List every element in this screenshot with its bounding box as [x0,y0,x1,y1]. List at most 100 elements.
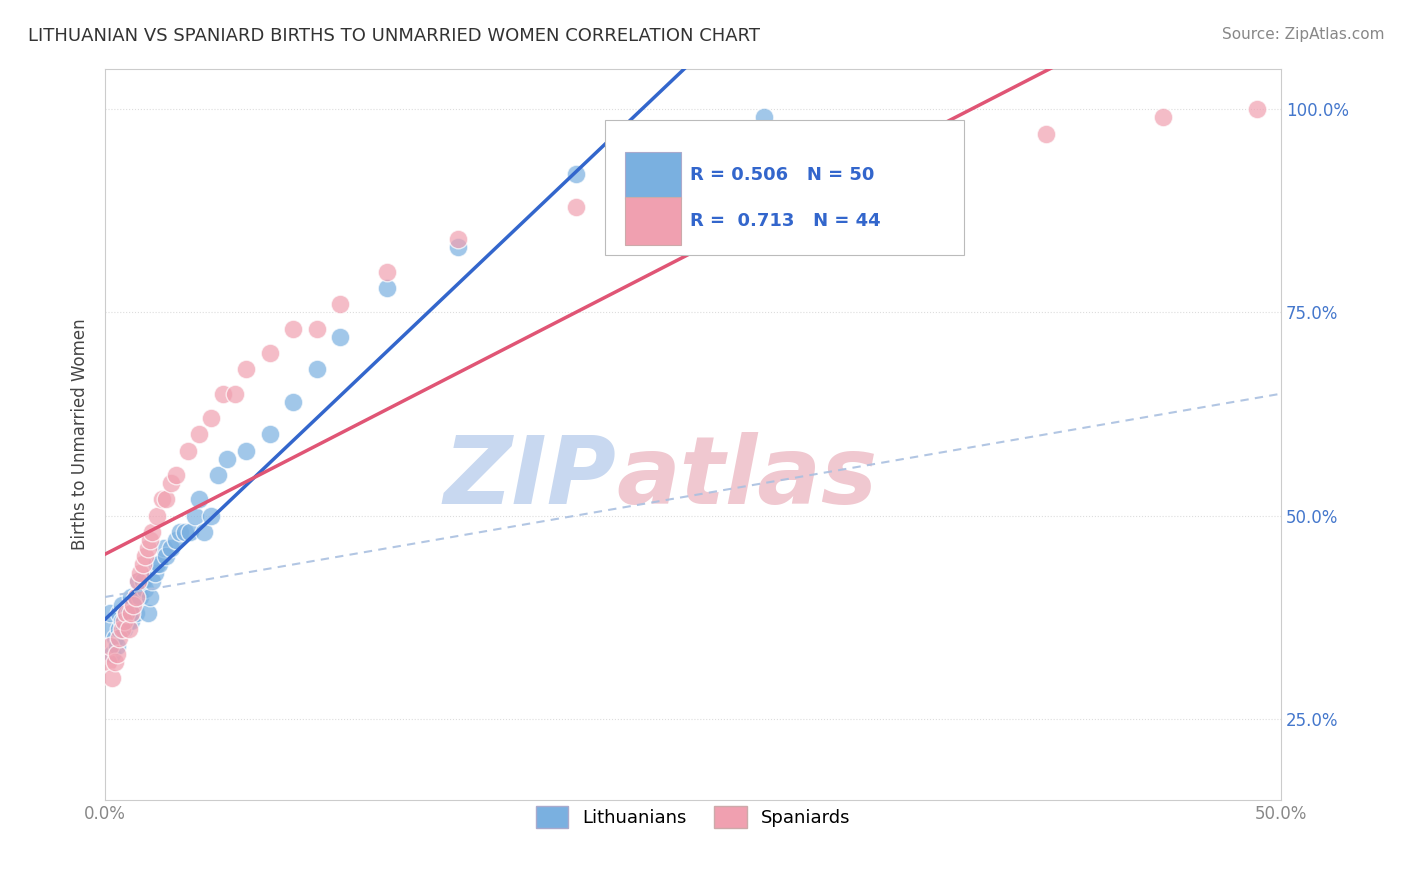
Point [259,346,281,360]
Point [129,566,152,580]
Point [224,386,246,401]
Point [134,582,156,596]
Point [134,549,156,564]
Point [108,631,131,645]
Point [329,330,352,344]
Point [200,508,222,523]
Point [283,321,305,335]
FancyBboxPatch shape [605,120,963,255]
Point [1152,111,1174,125]
Point [129,590,152,604]
Point [104,655,127,669]
Point [1035,127,1057,141]
Text: LITHUANIAN VS SPANIARD BIRTHS TO UNMARRIED WOMEN CORRELATION CHART: LITHUANIAN VS SPANIARD BIRTHS TO UNMARRI… [28,27,761,45]
Point [115,606,138,620]
Point [139,533,162,547]
Point [136,541,159,556]
Point [752,111,775,125]
Text: Source: ZipAtlas.com: Source: ZipAtlas.com [1222,27,1385,42]
Point [111,615,134,629]
Legend: Lithuanians, Spaniards: Lithuanians, Spaniards [529,798,858,835]
Text: R = 0.506   N = 50: R = 0.506 N = 50 [689,166,875,185]
FancyBboxPatch shape [624,152,682,199]
Point [118,606,141,620]
Point [97,655,120,669]
Point [160,476,183,491]
Point [207,468,229,483]
Point [1246,102,1268,116]
Point [105,639,128,653]
Point [564,200,586,214]
Point [132,574,155,588]
Text: atlas: atlas [617,433,877,524]
Point [136,606,159,620]
Point [150,492,173,507]
Point [235,443,257,458]
Point [283,395,305,409]
Point [211,386,233,401]
Point [217,451,239,466]
Point [101,647,124,661]
Point [112,615,135,629]
Point [188,492,211,507]
Point [682,167,704,181]
Point [174,524,197,539]
Point [143,566,166,580]
Point [447,240,470,254]
Point [125,606,148,620]
Text: ZIP: ZIP [444,433,617,524]
Point [153,541,176,556]
Point [165,533,187,547]
Point [329,297,352,311]
Point [148,558,170,572]
Point [305,321,328,335]
Point [564,167,586,181]
Point [800,151,823,165]
Point [146,558,169,572]
Point [108,623,131,637]
Point [112,623,135,637]
Point [120,606,142,620]
Point [259,427,281,442]
Point [377,265,399,279]
Point [155,492,177,507]
Point [447,232,470,246]
Point [122,598,145,612]
Point [139,590,162,604]
Point [101,671,124,685]
Point [111,623,134,637]
Point [188,427,211,442]
Point [98,606,121,620]
Point [235,362,257,376]
Point [132,558,155,572]
Point [98,639,121,653]
Point [200,411,222,425]
Point [125,590,148,604]
Point [120,590,142,604]
Point [118,615,141,629]
Point [97,623,120,637]
Point [146,508,169,523]
Point [305,362,328,376]
Point [183,508,205,523]
Point [377,281,399,295]
Point [111,598,134,612]
Point [917,135,939,149]
Point [120,615,142,629]
Y-axis label: Births to Unmarried Women: Births to Unmarried Women [72,318,89,550]
FancyBboxPatch shape [624,197,682,245]
Point [160,541,183,556]
Point [165,468,187,483]
Point [155,549,177,564]
Point [118,623,141,637]
Point [105,647,128,661]
Point [104,631,127,645]
Point [179,524,201,539]
Point [127,574,149,588]
Point [141,524,163,539]
Point [127,574,149,588]
Text: R =  0.713   N = 44: R = 0.713 N = 44 [689,212,880,230]
Point [108,606,131,620]
Point [125,590,148,604]
Point [193,524,215,539]
